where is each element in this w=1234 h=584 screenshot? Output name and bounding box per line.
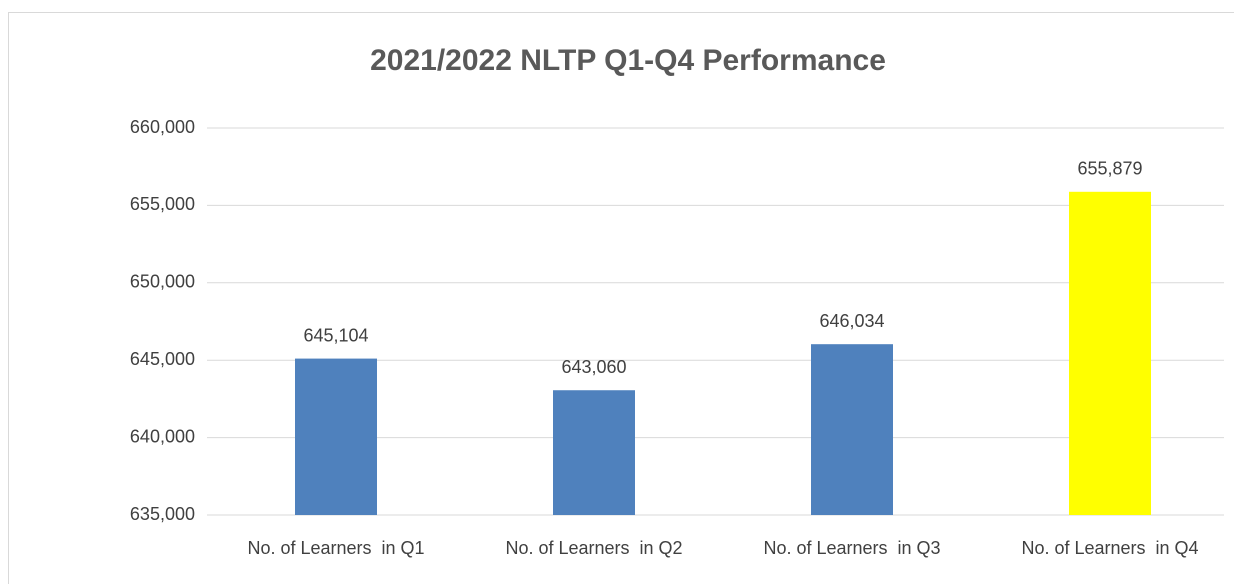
x-tick-label: No. of Learners in Q3 [763, 538, 940, 558]
bar [1069, 191, 1151, 515]
chart-title: 2021/2022 NLTP Q1-Q4 Performance [370, 44, 886, 77]
bar [553, 390, 635, 515]
data-label: 645,104 [303, 325, 368, 345]
y-tick-label: 650,000 [130, 272, 195, 292]
data-label: 646,034 [819, 311, 884, 331]
bar [811, 344, 893, 515]
y-tick-label: 635,000 [130, 504, 195, 524]
x-tick-label: No. of Learners in Q4 [1021, 538, 1198, 558]
y-tick-label: 655,000 [130, 194, 195, 214]
x-tick-label: No. of Learners in Q2 [505, 538, 682, 558]
y-tick-label: 645,000 [130, 349, 195, 369]
data-label: 643,060 [561, 357, 626, 377]
y-tick-label: 660,000 [130, 117, 195, 137]
x-tick-label: No. of Learners in Q1 [247, 538, 424, 558]
bar [295, 358, 377, 515]
data-label: 655,879 [1077, 159, 1142, 179]
y-tick-label: 640,000 [130, 426, 195, 446]
